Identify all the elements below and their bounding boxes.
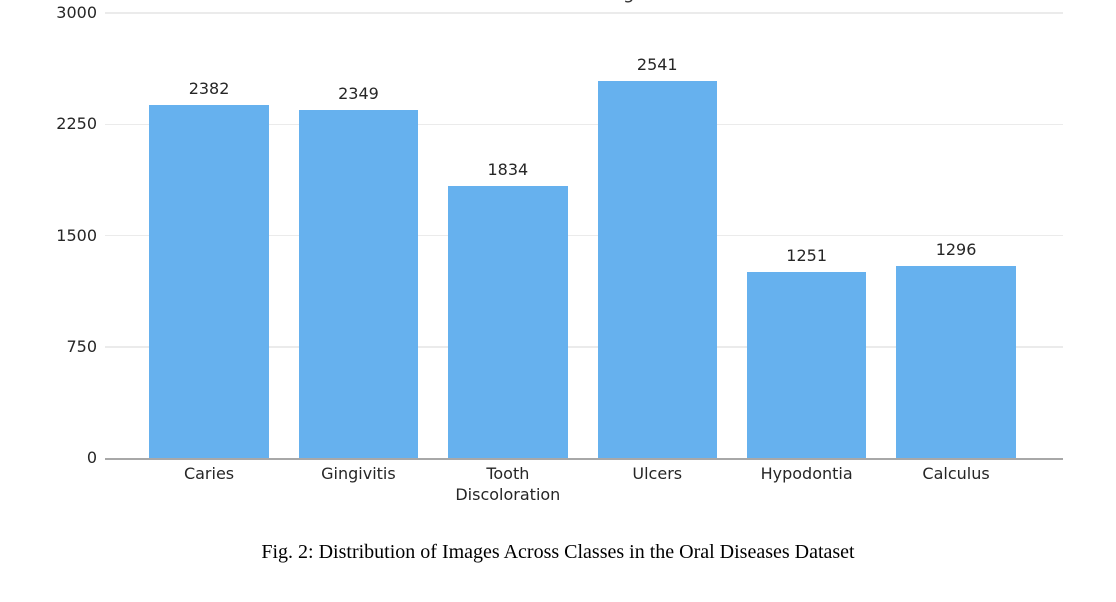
x-tick-label-line: Tooth [486, 464, 530, 483]
x-tick-label-line: Hypodontia [760, 464, 853, 483]
x-tick-label-hypodontia: Hypodontia [712, 463, 902, 484]
bar-gingivitis [298, 109, 419, 458]
x-tick-label-calculus: Calculus [861, 463, 1051, 484]
y-tick-label-750: 750 [66, 336, 97, 356]
x-axis-line [105, 457, 1063, 460]
bar-value-label-ulcers: 2541 [636, 55, 678, 75]
x-tick-label-line: Calculus [922, 464, 990, 483]
bar-hypodontia [746, 272, 867, 458]
gridline-750 [105, 346, 1063, 348]
gridline-3000 [105, 12, 1063, 14]
x-tick-label-line: Discoloration [455, 485, 561, 504]
gridline-2250 [105, 123, 1063, 125]
x-tick-label-gingivitis: Gingivitis [264, 463, 454, 484]
x-tick-label-line: Caries [183, 464, 235, 483]
bar-caries [149, 104, 269, 458]
y-tick-label-2250: 2250 [56, 114, 97, 134]
bar-tooth-discoloration [448, 185, 568, 458]
x-tick-label-line: Ulcers [632, 464, 683, 483]
bar-value-label-tooth-discoloration: 1834 [487, 159, 529, 179]
y-tick-label-0: 0 [86, 448, 97, 467]
x-tick-label-line: Gingivitis [321, 464, 396, 483]
x-tick-label-tooth-discoloration: Tooth Discoloration [413, 463, 603, 505]
bar-value-label-caries: 2382 [188, 78, 230, 98]
x-tick-label-ulcers: Ulcers [563, 463, 753, 484]
bar-value-label-hypodontia: 1251 [786, 246, 827, 266]
bar-ulcers [597, 81, 717, 458]
bar-chart: g 0 750 1500 2250 3000 2382 Caries 2349 Gingivit… [56, 0, 1063, 505]
y-tick-label-1500: 1500 [56, 225, 97, 245]
y-tick-label-3000: 3000 [56, 3, 97, 22]
clipped-chart-title-fragment: g [623, 0, 634, 3]
bar-value-label-gingivitis: 2349 [338, 83, 379, 103]
x-tick-label-caries: Caries [114, 463, 304, 484]
bar-value-label-calculus: 1296 [935, 239, 977, 259]
bar-calculus [896, 265, 1016, 458]
figure-caption: Fig. 2: Distribution of Images Across Cl… [261, 541, 855, 563]
gridline-1500 [105, 234, 1063, 237]
